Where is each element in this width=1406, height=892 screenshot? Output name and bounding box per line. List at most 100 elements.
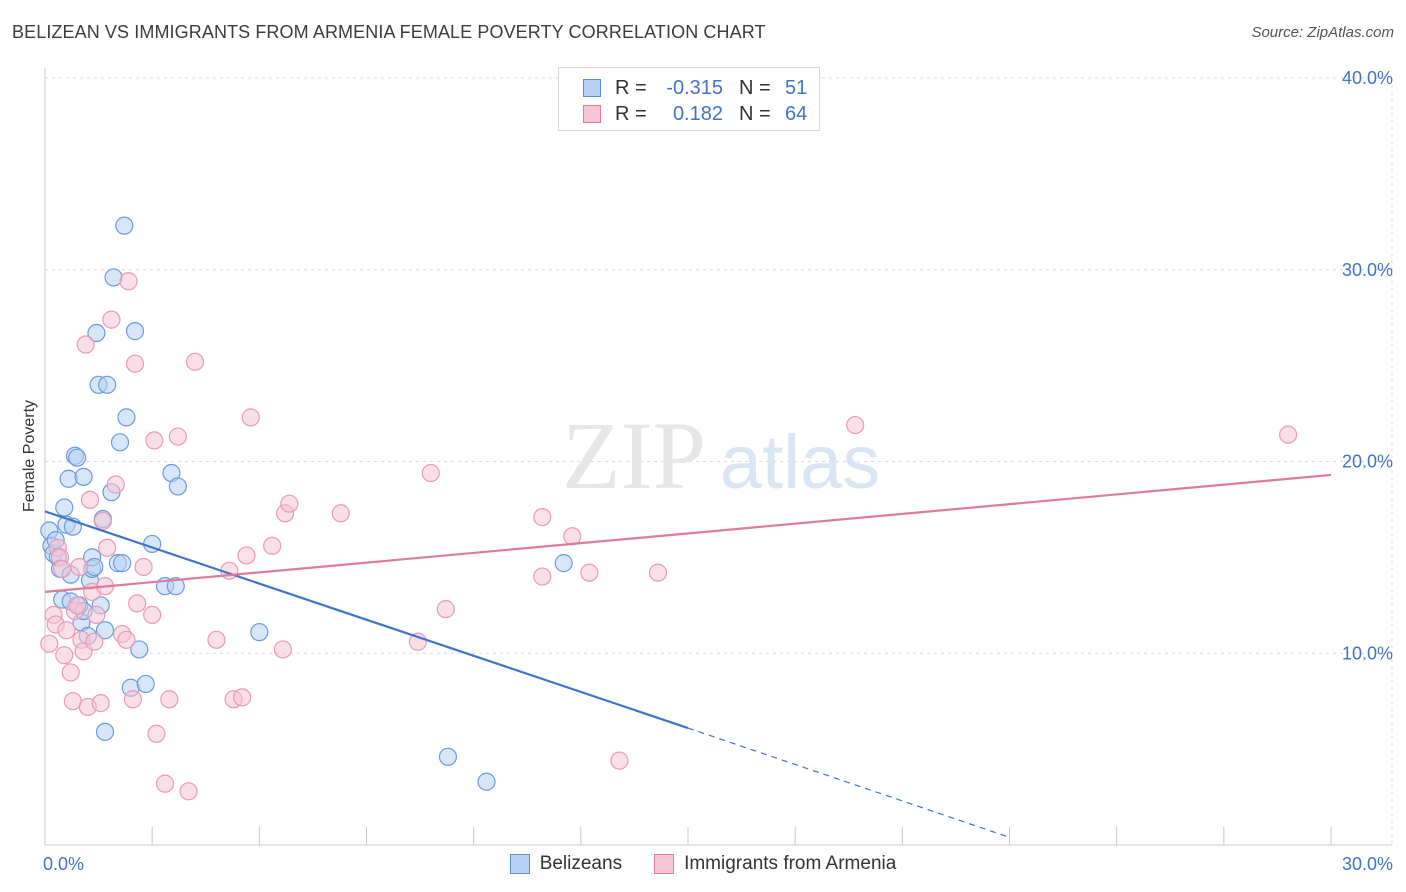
point-armenia: [168, 427, 187, 446]
point-armenia: [533, 508, 552, 527]
point-armenia: [40, 634, 59, 653]
point-armenia: [155, 774, 175, 793]
point-armenia: [85, 632, 104, 651]
trend-line-armenia: [44, 473, 1332, 593]
point-armenia: [55, 646, 74, 665]
point-armenia: [70, 557, 89, 577]
point-belizeans: [68, 448, 87, 467]
point-belizeans: [136, 674, 155, 694]
point-armenia: [68, 596, 87, 615]
legend-swatch-armenia: [583, 105, 601, 123]
point-armenia: [53, 559, 72, 578]
legend-n-value: 64: [785, 102, 808, 125]
point-belizeans: [438, 747, 458, 766]
point-armenia: [106, 475, 125, 494]
legend-n-label: N =: [739, 102, 771, 125]
point-belizeans: [113, 554, 132, 573]
point-belizeans: [115, 216, 134, 235]
point-armenia: [119, 272, 138, 291]
trend-line-belizeans: [44, 510, 689, 730]
trend-line-belizeans-extension: [687, 727, 1010, 838]
grid-lines: [45, 77, 1393, 845]
point-armenia: [145, 431, 164, 450]
point-armenia: [57, 621, 76, 640]
legend-r-label: R =: [615, 76, 647, 99]
point-armenia: [263, 536, 282, 555]
point-armenia: [93, 511, 112, 531]
point-belizeans: [95, 722, 115, 741]
point-belizeans: [125, 322, 145, 341]
point-belizeans: [74, 467, 93, 486]
tick-labels: 10.0% 20.0% 30.0% 40.0% 0.0% 30.0%: [43, 68, 1393, 874]
point-armenia: [76, 335, 95, 354]
y-tick-label: 40.0%: [1342, 68, 1393, 88]
legend-item-belizeans[interactable]: Belizeans: [509, 853, 623, 875]
point-armenia: [610, 751, 629, 770]
legend-swatch-belizeans: [509, 854, 530, 874]
point-armenia: [125, 354, 145, 373]
legend-label-belizeans: Belizeans: [539, 853, 623, 874]
point-armenia: [117, 630, 136, 649]
legend-row-armenia: R = 0.182 N = 64: [583, 101, 825, 127]
chart-source: Source: ZipAtlas.com: [1251, 24, 1394, 41]
point-armenia: [123, 690, 142, 709]
watermark-atlas: atlas: [720, 420, 881, 505]
point-armenia: [421, 463, 440, 483]
y-axis-label: Female Poverty: [21, 400, 38, 512]
legend-label-armenia: Immigrants from Armenia: [684, 853, 897, 874]
point-armenia: [143, 605, 162, 625]
legend-r-label: R =: [615, 102, 647, 125]
point-armenia: [436, 600, 455, 619]
legend-swatch-armenia: [654, 854, 675, 874]
axes: [44, 68, 1392, 846]
legend-r-value: 0.182: [672, 102, 723, 125]
point-armenia: [237, 546, 256, 565]
point-armenia: [233, 688, 252, 707]
point-belizeans: [98, 375, 117, 394]
point-belizeans: [166, 577, 185, 596]
point-armenia: [563, 527, 582, 546]
point-armenia: [331, 504, 350, 523]
point-belizeans: [87, 323, 106, 343]
point-belizeans: [59, 469, 78, 488]
point-armenia: [98, 538, 117, 557]
point-belizeans: [104, 268, 123, 287]
point-armenia: [134, 557, 153, 577]
point-belizeans: [95, 621, 115, 640]
point-armenia: [179, 782, 198, 801]
correlation-legend: R = -0.315 N = 51 R = 0.182 N = 64: [558, 67, 820, 131]
y-tick-label: 10.0%: [1342, 643, 1393, 663]
point-armenia: [102, 310, 121, 329]
point-armenia: [160, 690, 179, 709]
chart-title: BELIZEAN VS IMMIGRANTS FROM ARMENIA FEMA…: [12, 22, 766, 42]
y-tick-label: 20.0%: [1342, 452, 1393, 472]
point-belizeans: [168, 477, 187, 496]
y-tick-label: 30.0%: [1342, 260, 1393, 280]
point-armenia: [648, 563, 668, 582]
point-armenia: [1279, 425, 1298, 444]
legend-n-value: 51: [785, 76, 808, 99]
point-belizeans: [55, 498, 74, 517]
point-belizeans: [250, 623, 269, 642]
point-belizeans: [477, 772, 496, 791]
point-armenia: [846, 415, 865, 435]
x-tick-label: 0.0%: [43, 854, 84, 874]
legend-row-belizeans: R = -0.315 N = 51: [583, 75, 825, 101]
point-armenia: [185, 352, 205, 371]
point-belizeans: [117, 408, 136, 427]
point-belizeans: [110, 433, 130, 452]
point-armenia: [580, 563, 599, 582]
point-armenia: [91, 694, 110, 713]
point-belizeans: [130, 640, 149, 659]
point-armenia: [61, 663, 80, 682]
point-armenia: [147, 724, 166, 743]
legend-r-value: -0.315: [666, 76, 723, 99]
point-armenia: [87, 605, 106, 625]
legend-swatch-belizeans: [583, 79, 601, 97]
x-tick-label: 30.0%: [1342, 854, 1393, 874]
trend-lines: [44, 473, 1332, 838]
point-armenia: [128, 594, 147, 613]
legend-item-armenia[interactable]: Immigrants from Armenia: [654, 853, 896, 875]
point-belizeans: [554, 554, 573, 573]
